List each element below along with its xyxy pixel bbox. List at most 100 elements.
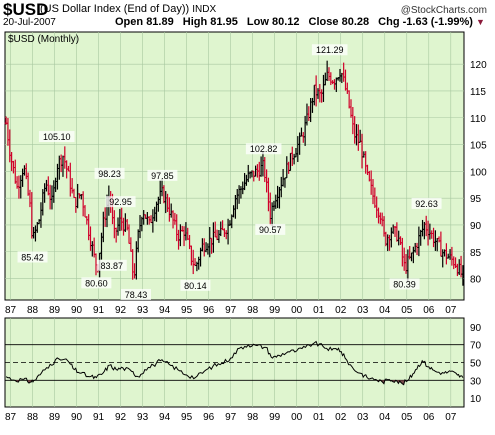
chart-description: (US Dollar Index (End of Day)) INDX [40,3,216,15]
rsi-x-tick-label: 90 [71,412,83,423]
x-tick-label: 99 [269,305,281,316]
open-readout: Open 81.89 [115,16,174,28]
rsi-x-tick-label: 98 [247,412,259,423]
rsi-y-tick-label: 50 [470,359,482,370]
annotation-bg [411,197,442,209]
rsi-x-tick-label: 01 [313,412,325,423]
rsi-x-tick-label: 89 [49,412,61,423]
price-annotation: 97.85 [151,171,174,181]
rsi-x-tick-label: 00 [291,412,303,423]
price-plot-area [4,31,465,301]
date-label: 20-Jul-2007 [3,17,56,28]
rsi-x-tick-label: 97 [225,412,237,423]
chart-legend: $USD (Monthly) [8,34,79,45]
annotation-bg [180,279,211,291]
rsi-x-tick-label: 91 [93,412,105,423]
annotation-bg [105,196,136,208]
y-tick-label: 110 [470,114,486,125]
x-tick-label: 87 [5,305,17,316]
high-readout: High 81.95 [182,16,238,28]
rsi-x-tick-label: 87 [5,412,17,423]
rsi-x-tick-label: 99 [269,412,281,423]
price-annotation: 83.87 [101,261,124,271]
price-annotation: 80.14 [184,281,207,291]
x-tick-label: 92 [115,305,127,316]
price-annotation: 92.95 [109,197,132,207]
rsi-x-tick-label: 05 [401,412,413,423]
rsi-x-tick-label: 88 [27,412,39,423]
price-annotation: 92.63 [415,199,438,209]
price-annotation: 102.82 [250,144,278,154]
annotation-bg [94,167,125,179]
annotation-bg [389,278,420,290]
annotation-bg [96,259,127,271]
x-tick-label: 04 [379,305,391,316]
chart-symbol: $USD [3,0,49,19]
x-tick-label: 00 [291,305,303,316]
y-tick-label: 120 [470,60,487,71]
x-tick-label: 06 [423,305,435,316]
watermark: @StockCharts.com [400,5,487,16]
x-tick-label: 96 [203,305,215,316]
price-annotation: 78.43 [125,290,148,300]
x-tick-label: 05 [401,305,413,316]
x-tick-label: 98 [247,305,259,316]
annotation-bg [120,288,151,300]
rsi-x-tick-label: 02 [335,412,347,423]
y-tick-label: 115 [470,87,486,98]
x-tick-label: 97 [225,305,237,316]
annotation-bg [81,277,112,289]
annotation-bg [147,169,178,181]
x-tick-label: 95 [181,305,193,316]
price-annotation: 80.60 [85,278,108,288]
annotation-bg [311,44,348,56]
y-tick-label: 95 [470,194,482,205]
rsi-line [5,340,464,386]
y-tick-label: 80 [470,275,482,286]
price-annotation: 121.29 [316,45,344,55]
rsi-y-tick-label: 70 [470,341,482,352]
price-annotation: 105.10 [43,132,71,142]
x-tick-label: 07 [445,305,457,316]
rsi-x-tick-label: 03 [357,412,369,423]
rsi-x-tick-label: 07 [445,412,457,423]
rsi-x-tick-label: 06 [423,412,435,423]
price-annotation: 85.42 [21,253,44,263]
rsi-y-tick-label: 30 [470,376,482,387]
rsi-x-tick-label: 04 [379,412,391,423]
annotation-bg [17,251,48,263]
price-annotation: 90.57 [259,225,282,235]
rsi-x-tick-label: 94 [159,412,171,423]
x-tick-label: 90 [71,305,83,316]
y-tick-label: 105 [470,141,487,152]
price-annotation: 98.23 [98,169,121,179]
y-tick-label: 85 [470,248,482,259]
change-readout: Chg -1.63 (-1.99%) ▼ [378,16,485,28]
x-tick-label: 93 [137,305,149,316]
x-tick-label: 01 [313,305,325,316]
exchange-label: INDX [192,4,217,15]
rsi-x-tick-label: 95 [181,412,193,423]
x-tick-label: 91 [93,305,105,316]
x-tick-label: 02 [335,305,347,316]
rsi-y-tick-label: 90 [470,323,482,334]
rsi-x-tick-label: 93 [137,412,149,423]
x-tick-label: 94 [159,305,171,316]
low-readout: Low 80.12 [246,16,300,28]
y-tick-label: 100 [470,167,487,178]
annotation-bg [255,223,286,235]
rsi-y-tick-label: 10 [470,394,482,405]
x-tick-label: 88 [27,305,39,316]
annotation-bg [245,143,282,155]
symbol-description: (US Dollar Index (End of Day)) [40,3,190,15]
ohlc-bars [4,60,465,286]
y-tick-label: 90 [470,221,482,232]
x-tick-label: 03 [357,305,369,316]
rsi-x-tick-label: 92 [115,412,127,423]
annotation-bg [38,131,75,143]
close-readout: Close 80.28 [308,16,370,28]
down-arrow-icon: ▼ [476,17,485,27]
ohlc-readout: Open 81.89 High 81.95 Low 80.12 Close 80… [115,16,495,28]
rsi-x-tick-label: 96 [203,412,215,423]
